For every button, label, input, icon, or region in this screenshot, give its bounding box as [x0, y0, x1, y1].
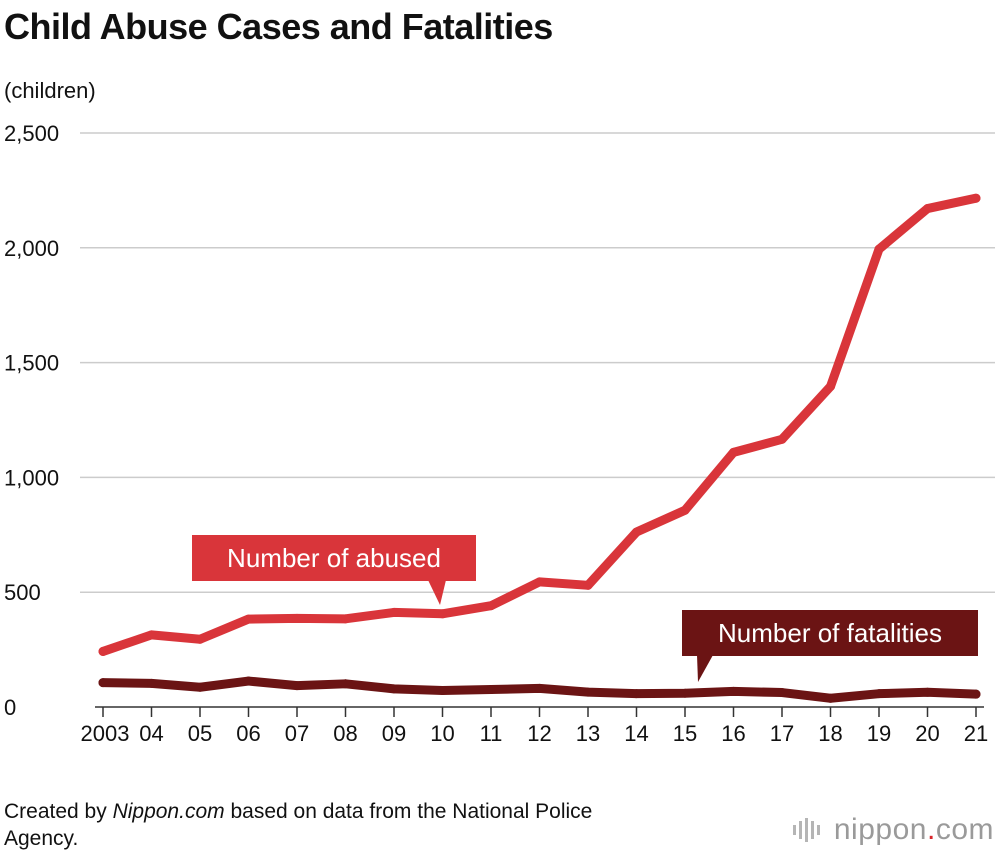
data-point — [680, 505, 690, 515]
data-point — [147, 630, 156, 640]
data-point — [583, 687, 593, 697]
data-point — [486, 601, 496, 611]
data-point — [147, 678, 156, 688]
x-tick-label: 21 — [964, 721, 988, 746]
x-tick-label: 13 — [576, 721, 600, 746]
nippon-logo-bars-icon — [792, 818, 820, 842]
data-point — [486, 685, 496, 695]
data-point — [729, 686, 738, 696]
legend-abused-label: Number of abused — [227, 543, 441, 573]
data-point — [874, 244, 884, 254]
data-point — [389, 684, 399, 694]
data-point — [583, 580, 593, 590]
data-point — [341, 679, 350, 689]
logo-dot: . — [926, 813, 936, 846]
x-tick-label: 17 — [770, 721, 794, 746]
line-chart: 0 500 1,000 1,500 2,000 2,500 2003 04 05 06 07 08 09… — [4, 121, 995, 746]
data-point — [341, 614, 350, 624]
data-point — [195, 634, 205, 644]
x-tick-label: 11 — [480, 721, 503, 746]
x-tick-label: 04 — [139, 721, 163, 746]
data-point — [244, 676, 253, 686]
data-point — [292, 613, 302, 623]
x-tick-label: 12 — [527, 721, 551, 746]
x-tick-label: 09 — [382, 721, 406, 746]
data-point — [874, 689, 884, 699]
x-tick-label: 05 — [188, 721, 212, 746]
data-point — [438, 609, 447, 619]
data-point — [971, 689, 981, 699]
data-point — [777, 688, 787, 698]
x-tick-label: 20 — [915, 721, 939, 746]
data-point — [632, 689, 641, 699]
logo-tld: com — [935, 813, 994, 846]
data-point — [438, 685, 447, 695]
chart-title: Child Abuse Cases and Fatalities — [4, 6, 553, 47]
nippon-logo: nippon.com — [792, 813, 994, 847]
x-tick-label: 14 — [624, 721, 648, 746]
y-tick-label: 2,500 — [4, 121, 59, 146]
legend-fatalities-pointer — [697, 655, 713, 682]
data-point — [535, 683, 544, 693]
x-tick-label: 08 — [333, 721, 357, 746]
data-point — [389, 607, 399, 617]
data-point — [777, 434, 787, 444]
x-tick-label: 2003 — [81, 721, 130, 746]
data-point — [195, 682, 205, 692]
data-point — [98, 646, 108, 656]
data-point — [292, 681, 302, 691]
x-tick-label: 06 — [236, 721, 260, 746]
data-point — [923, 204, 932, 214]
data-point — [826, 693, 835, 703]
legend-abused-box — [192, 535, 476, 581]
source-name: Nippon.com — [112, 800, 225, 823]
source-suffix: based on data from the National Police A… — [4, 800, 593, 850]
x-tick-label: 18 — [818, 721, 842, 746]
data-point — [535, 577, 544, 587]
x-tick-label: 15 — [673, 721, 697, 746]
logo-name: nippon — [833, 813, 927, 846]
x-tick-label: 19 — [867, 721, 891, 746]
legend-abused-pointer — [428, 580, 446, 605]
data-point — [826, 381, 835, 391]
x-tick-label: 16 — [721, 721, 745, 746]
source-note: Created by Nippon.com based on data from… — [4, 798, 664, 852]
y-tick-label: 0 — [4, 695, 16, 720]
data-point — [729, 447, 738, 457]
data-point — [632, 527, 641, 537]
data-point — [98, 678, 108, 688]
y-tick-label: 1,000 — [4, 465, 59, 490]
data-point — [244, 614, 253, 624]
data-point — [971, 193, 981, 203]
x-tick-label: 10 — [430, 721, 454, 746]
data-point — [923, 687, 932, 697]
y-axis-unit-label: (children) — [4, 78, 96, 103]
y-tick-label: 2,000 — [4, 236, 59, 261]
y-tick-label: 500 — [4, 580, 41, 605]
source-prefix: Created by — [4, 800, 113, 823]
data-point — [680, 688, 690, 698]
legend-fatalities-label: Number of fatalities — [718, 618, 942, 648]
x-tick-label: 07 — [285, 721, 309, 746]
legend-fatalities-box — [682, 610, 978, 656]
y-tick-label: 1,500 — [4, 351, 59, 376]
